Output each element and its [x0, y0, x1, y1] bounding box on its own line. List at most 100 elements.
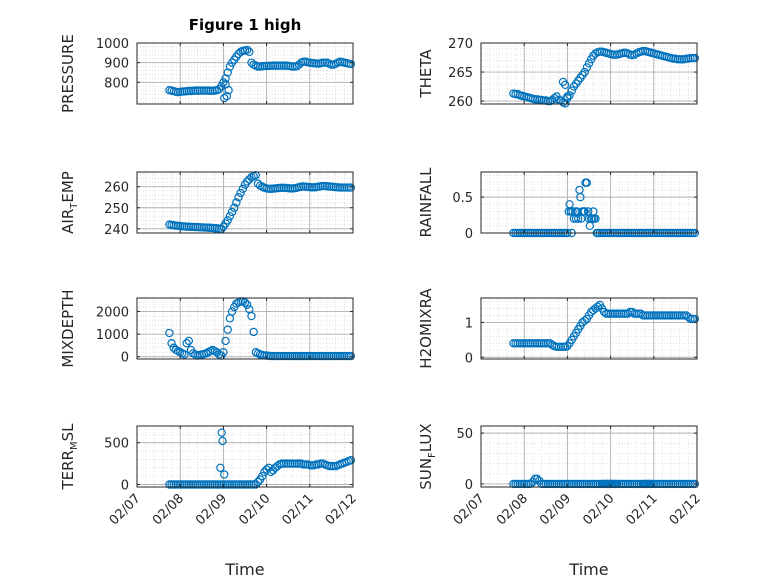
- y-axis-label: MIXDEPTH: [59, 289, 77, 367]
- data-point: [266, 467, 276, 477]
- y-label-main: AIR: [59, 209, 77, 234]
- data-point: [165, 328, 174, 338]
- data-point: [245, 47, 254, 57]
- plot-area: [137, 426, 353, 487]
- data-point: [221, 74, 230, 83]
- figure-title: Figure 1 high: [189, 16, 302, 34]
- data-point: [249, 327, 258, 337]
- data-point: [582, 63, 592, 72]
- data-point: [219, 348, 228, 357]
- y-tick-label: 0: [465, 351, 473, 366]
- y-label-tail: SL: [59, 423, 77, 442]
- panel-h2omixra: 0 1 H2OMIXRA: [417, 288, 700, 369]
- data-point: [221, 336, 230, 346]
- data-point: [526, 479, 535, 489]
- data-point: [584, 59, 594, 68]
- y-label-tail: LUX: [417, 423, 435, 452]
- data-point: [690, 53, 700, 63]
- series-mixdepth: [165, 297, 356, 361]
- y-tick-label: 250: [104, 202, 129, 217]
- data-point: [218, 436, 227, 446]
- axes-box: [136, 425, 354, 488]
- data-point: [580, 316, 589, 325]
- data-point: [227, 207, 237, 217]
- data-point: [242, 177, 252, 186]
- panel-theta: 260 265 270 THETA: [417, 37, 700, 110]
- y-tick-label: 50: [456, 427, 473, 442]
- x-tick-label: 02/07: [107, 491, 144, 528]
- panel-rainfall: 0 0.5 RAINFALL: [417, 167, 700, 242]
- y-tick-label: 500: [104, 437, 129, 452]
- panel-mixdepth: 0 1000 2000 MIXDEPTH: [59, 289, 356, 368]
- y-label-main: SUN: [417, 458, 435, 490]
- data-point: [545, 339, 555, 348]
- y-label-subscript: M: [69, 441, 80, 450]
- y-label-tail: EMP: [59, 171, 77, 202]
- data-point: [580, 67, 589, 77]
- data-point: [229, 203, 239, 212]
- x-tick-label: 02/11: [280, 491, 317, 528]
- data-point: [346, 59, 356, 69]
- axes-box: [480, 171, 698, 234]
- y-tick-label: 260: [104, 181, 129, 196]
- data-point: [182, 338, 191, 348]
- data-point: [532, 474, 542, 484]
- x-tick-label: 02/08: [150, 491, 187, 528]
- y-tick-label: 270: [448, 37, 473, 52]
- data-point: [223, 325, 232, 334]
- y-tick-label: 0: [465, 227, 473, 242]
- axes-box: [480, 42, 698, 105]
- data-point: [217, 428, 226, 437]
- data-point: [238, 184, 248, 194]
- y-tick-label: 1: [465, 316, 473, 331]
- data-point: [574, 214, 583, 223]
- plot-area: [481, 426, 697, 487]
- data-point: [225, 211, 235, 221]
- x-tick-label: 02/10: [580, 491, 617, 528]
- x-tick-label: 02/12: [667, 491, 704, 528]
- data-point: [220, 470, 229, 479]
- y-tick-label: 2000: [96, 306, 129, 321]
- data-point: [582, 178, 592, 187]
- panel-pressure: 800 900 1000 PRESSURE: [59, 34, 356, 113]
- data-point: [234, 193, 243, 202]
- data-point: [236, 188, 245, 198]
- x-tick-label: 02/07: [451, 491, 488, 528]
- data-point: [346, 183, 356, 192]
- y-tick-label: 0: [121, 478, 129, 493]
- panel-terr_msl: 0 500 02/07 02/08 02/09 02/10 02/11 02/12 TERRMS…: [59, 423, 360, 528]
- data-point: [227, 307, 237, 316]
- panel-air_temp: 240 250 260 AIRTEMP: [59, 170, 356, 238]
- panel-sun_flux: 0 50 02/07 02/08 02/09 02/10 02/11 02/12 SUNFLUX: [417, 423, 704, 528]
- data-point: [567, 86, 576, 95]
- data-point: [242, 300, 252, 309]
- y-tick-label: 265: [448, 66, 473, 81]
- x-tick-label: 02/09: [537, 491, 574, 528]
- x-tick-label: 02/09: [193, 491, 230, 528]
- y-label-main: PRESSURE: [59, 34, 77, 113]
- data-point: [591, 214, 600, 223]
- data-point: [240, 298, 250, 307]
- y-axis-label: THETA: [417, 49, 435, 99]
- y-label-subscript: T: [69, 202, 80, 210]
- data-point: [180, 350, 189, 359]
- axes-box: [480, 297, 698, 360]
- data-point: [561, 80, 570, 90]
- y-tick-label: 900: [104, 57, 129, 72]
- x-tick-label: 02/11: [624, 491, 661, 528]
- data-point: [251, 480, 260, 489]
- data-point: [223, 68, 232, 77]
- y-tick-label: 240: [104, 223, 129, 238]
- data-point: [593, 302, 602, 311]
- y-tick-label: 260: [448, 95, 473, 110]
- y-tick-label: 800: [104, 76, 129, 91]
- data-point: [216, 463, 225, 472]
- y-label-main: TERR: [59, 450, 77, 491]
- axes-box: [480, 425, 698, 488]
- series-terr_msl: [165, 428, 356, 489]
- data-point: [167, 338, 176, 348]
- y-tick-label: 0.5: [452, 191, 473, 206]
- y-tick-label: 0: [465, 478, 473, 493]
- series-pressure: [165, 45, 356, 103]
